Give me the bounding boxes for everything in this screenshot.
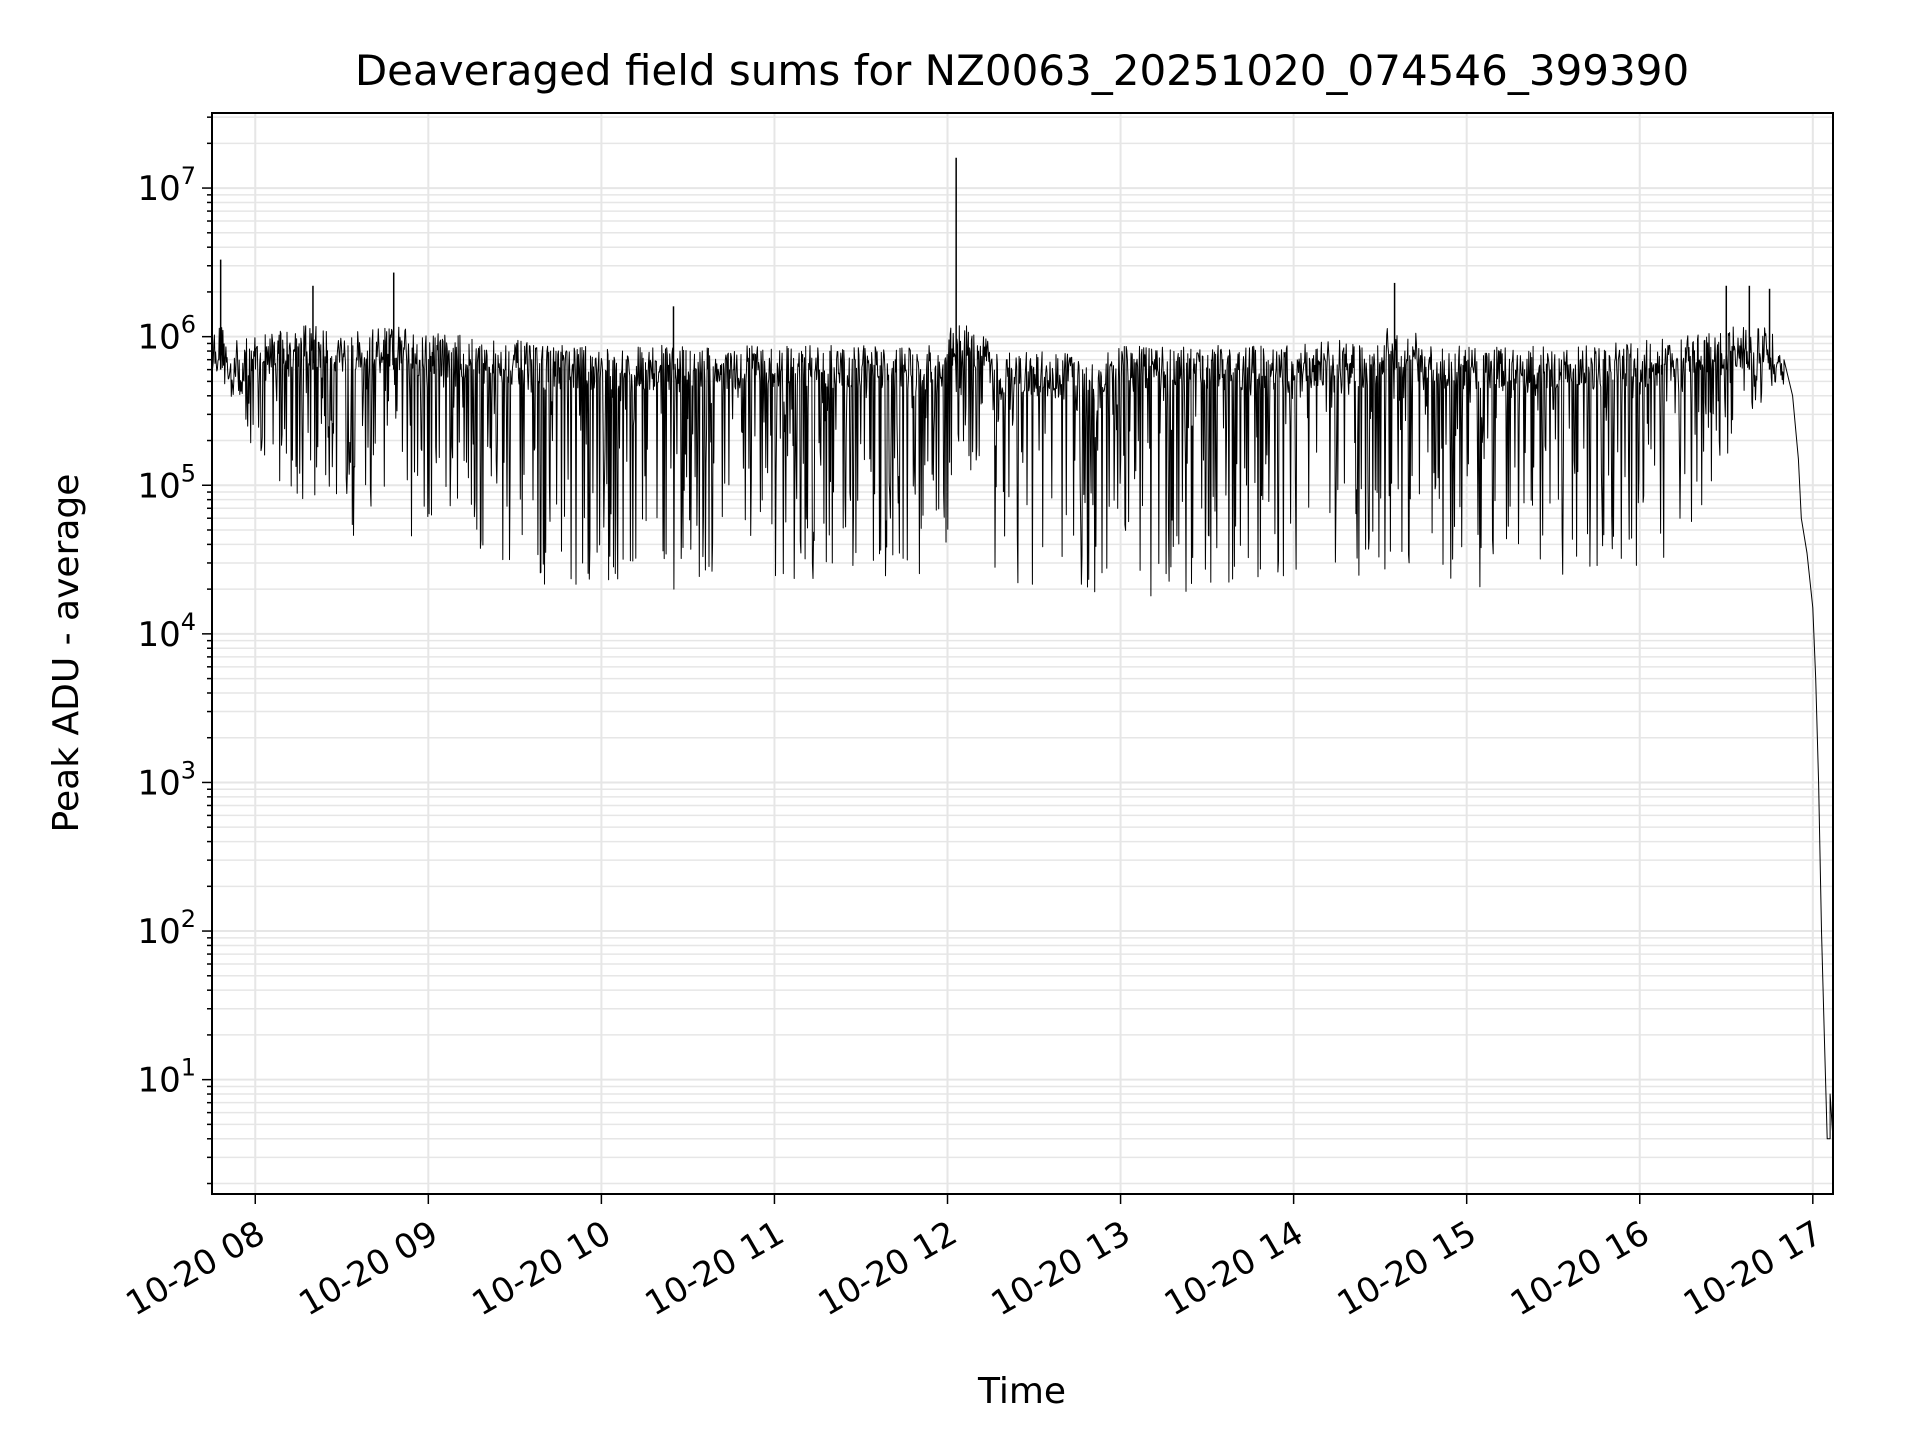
y-tick-label-exponent: 3: [181, 756, 196, 784]
y-tick-label: 103: [137, 756, 196, 803]
y-tick-label-base: 10: [137, 763, 180, 803]
plot-area: [211, 157, 1834, 1140]
y-tick-label: 106: [137, 311, 196, 358]
y-tick-label: 104: [137, 608, 196, 655]
y-tick-label-exponent: 7: [181, 162, 196, 190]
y-tick-label-exponent: 2: [181, 905, 196, 933]
y-tick-label: 107: [137, 162, 196, 209]
y-tick-label-base: 10: [137, 912, 180, 952]
y-tick-label-base: 10: [137, 169, 180, 209]
y-tick-label-base: 10: [137, 318, 180, 358]
axes-frame: [211, 112, 1834, 1195]
y-tick-label-base: 10: [137, 466, 180, 506]
y-tick-label-base: 10: [137, 615, 180, 655]
y-tick-label: 101: [137, 1054, 196, 1101]
grid: [212, 113, 1833, 1194]
series-line: [211, 325, 1834, 1140]
y-tick-label: 105: [137, 459, 196, 506]
y-tick-label-exponent: 4: [181, 608, 196, 636]
y-tick-label-exponent: 6: [181, 311, 196, 339]
y-tick-label-base: 10: [137, 1061, 180, 1101]
y-tick-label: 102: [137, 905, 196, 952]
y-tick-label-exponent: 1: [181, 1054, 196, 1082]
y-tick-label-exponent: 5: [181, 459, 196, 487]
chart-title: Deaveraged field sums for NZ0063_2025102…: [355, 46, 1689, 95]
x-axis-label: Time: [977, 1371, 1066, 1412]
y-axis-label: Peak ADU - average: [46, 474, 87, 833]
